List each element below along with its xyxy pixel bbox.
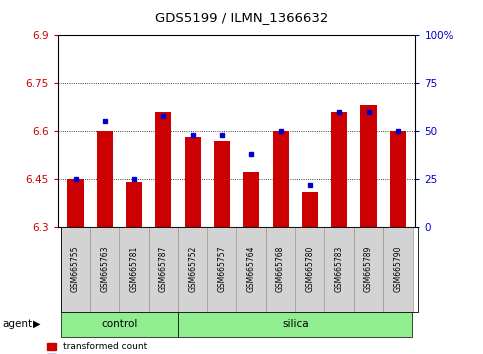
- Text: GSM665789: GSM665789: [364, 246, 373, 292]
- Bar: [390, 131, 406, 227]
- Text: GSM665781: GSM665781: [129, 246, 139, 292]
- Bar: [360, 105, 377, 227]
- Text: GSM665783: GSM665783: [335, 246, 344, 292]
- Text: GDS5199 / ILMN_1366632: GDS5199 / ILMN_1366632: [155, 11, 328, 24]
- Text: GSM665764: GSM665764: [247, 246, 256, 292]
- Text: agent: agent: [2, 319, 32, 329]
- Bar: [185, 137, 201, 227]
- Text: GSM665757: GSM665757: [217, 246, 227, 292]
- Bar: [68, 179, 84, 227]
- Legend: transformed count, percentile rank within the sample: transformed count, percentile rank withi…: [43, 339, 220, 354]
- Text: GSM665787: GSM665787: [159, 246, 168, 292]
- Bar: [97, 131, 113, 227]
- Text: GSM665768: GSM665768: [276, 246, 285, 292]
- Bar: [156, 112, 171, 227]
- Bar: [126, 182, 142, 227]
- Text: ▶: ▶: [32, 319, 40, 329]
- Bar: [214, 141, 230, 227]
- Bar: [302, 192, 318, 227]
- Text: GSM665755: GSM665755: [71, 246, 80, 292]
- Text: GSM665763: GSM665763: [100, 246, 109, 292]
- Bar: [272, 131, 289, 227]
- Text: GSM665780: GSM665780: [305, 246, 314, 292]
- Text: GSM665752: GSM665752: [188, 246, 197, 292]
- Text: silica: silica: [282, 319, 309, 329]
- Text: control: control: [101, 319, 138, 329]
- Bar: [331, 112, 347, 227]
- Bar: [243, 172, 259, 227]
- Text: GSM665790: GSM665790: [393, 246, 402, 292]
